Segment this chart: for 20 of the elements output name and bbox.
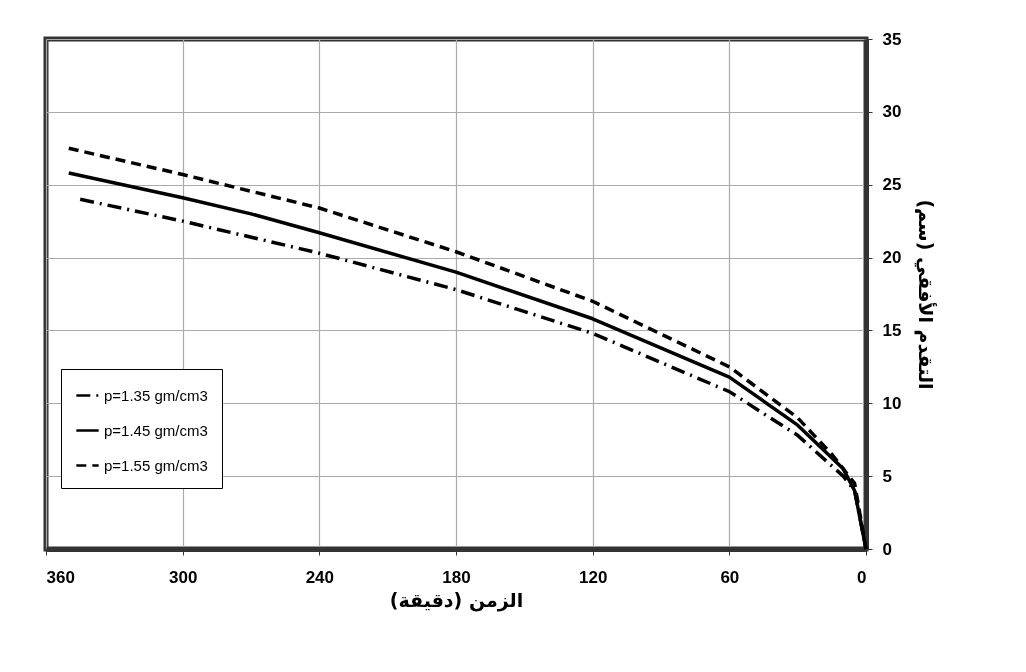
legend-label: p=1.45 gm/cm3 — [104, 421, 208, 439]
y-tick-label: 35 — [882, 29, 902, 49]
y-axis-title: التقدم الأفقي (سم) — [914, 199, 938, 390]
x-tick-label: 360 — [46, 567, 75, 587]
legend-label: p=1.35 gm/cm3 — [104, 386, 208, 404]
x-axis-title: الزمن (دقيقة) — [389, 588, 524, 612]
x-tick-label: 120 — [578, 567, 608, 587]
x-tick-label: 180 — [442, 567, 471, 587]
y-tick-label: 10 — [882, 393, 902, 413]
x-tick-label: 0 — [857, 567, 867, 587]
x-tick-label: 240 — [305, 567, 335, 587]
y-tick-label: 15 — [882, 320, 902, 340]
y-tick-label: 20 — [882, 248, 902, 268]
y-tick-label: 30 — [882, 102, 902, 122]
x-tick-label: 60 — [720, 567, 740, 587]
x-tick-label: 300 — [168, 567, 198, 587]
y-tick-label: 5 — [882, 466, 892, 486]
legend-label: p=1.55 gm/cm3 — [104, 456, 208, 474]
y-tick-label: 25 — [882, 175, 902, 195]
y-tick-label: 0 — [882, 539, 892, 559]
